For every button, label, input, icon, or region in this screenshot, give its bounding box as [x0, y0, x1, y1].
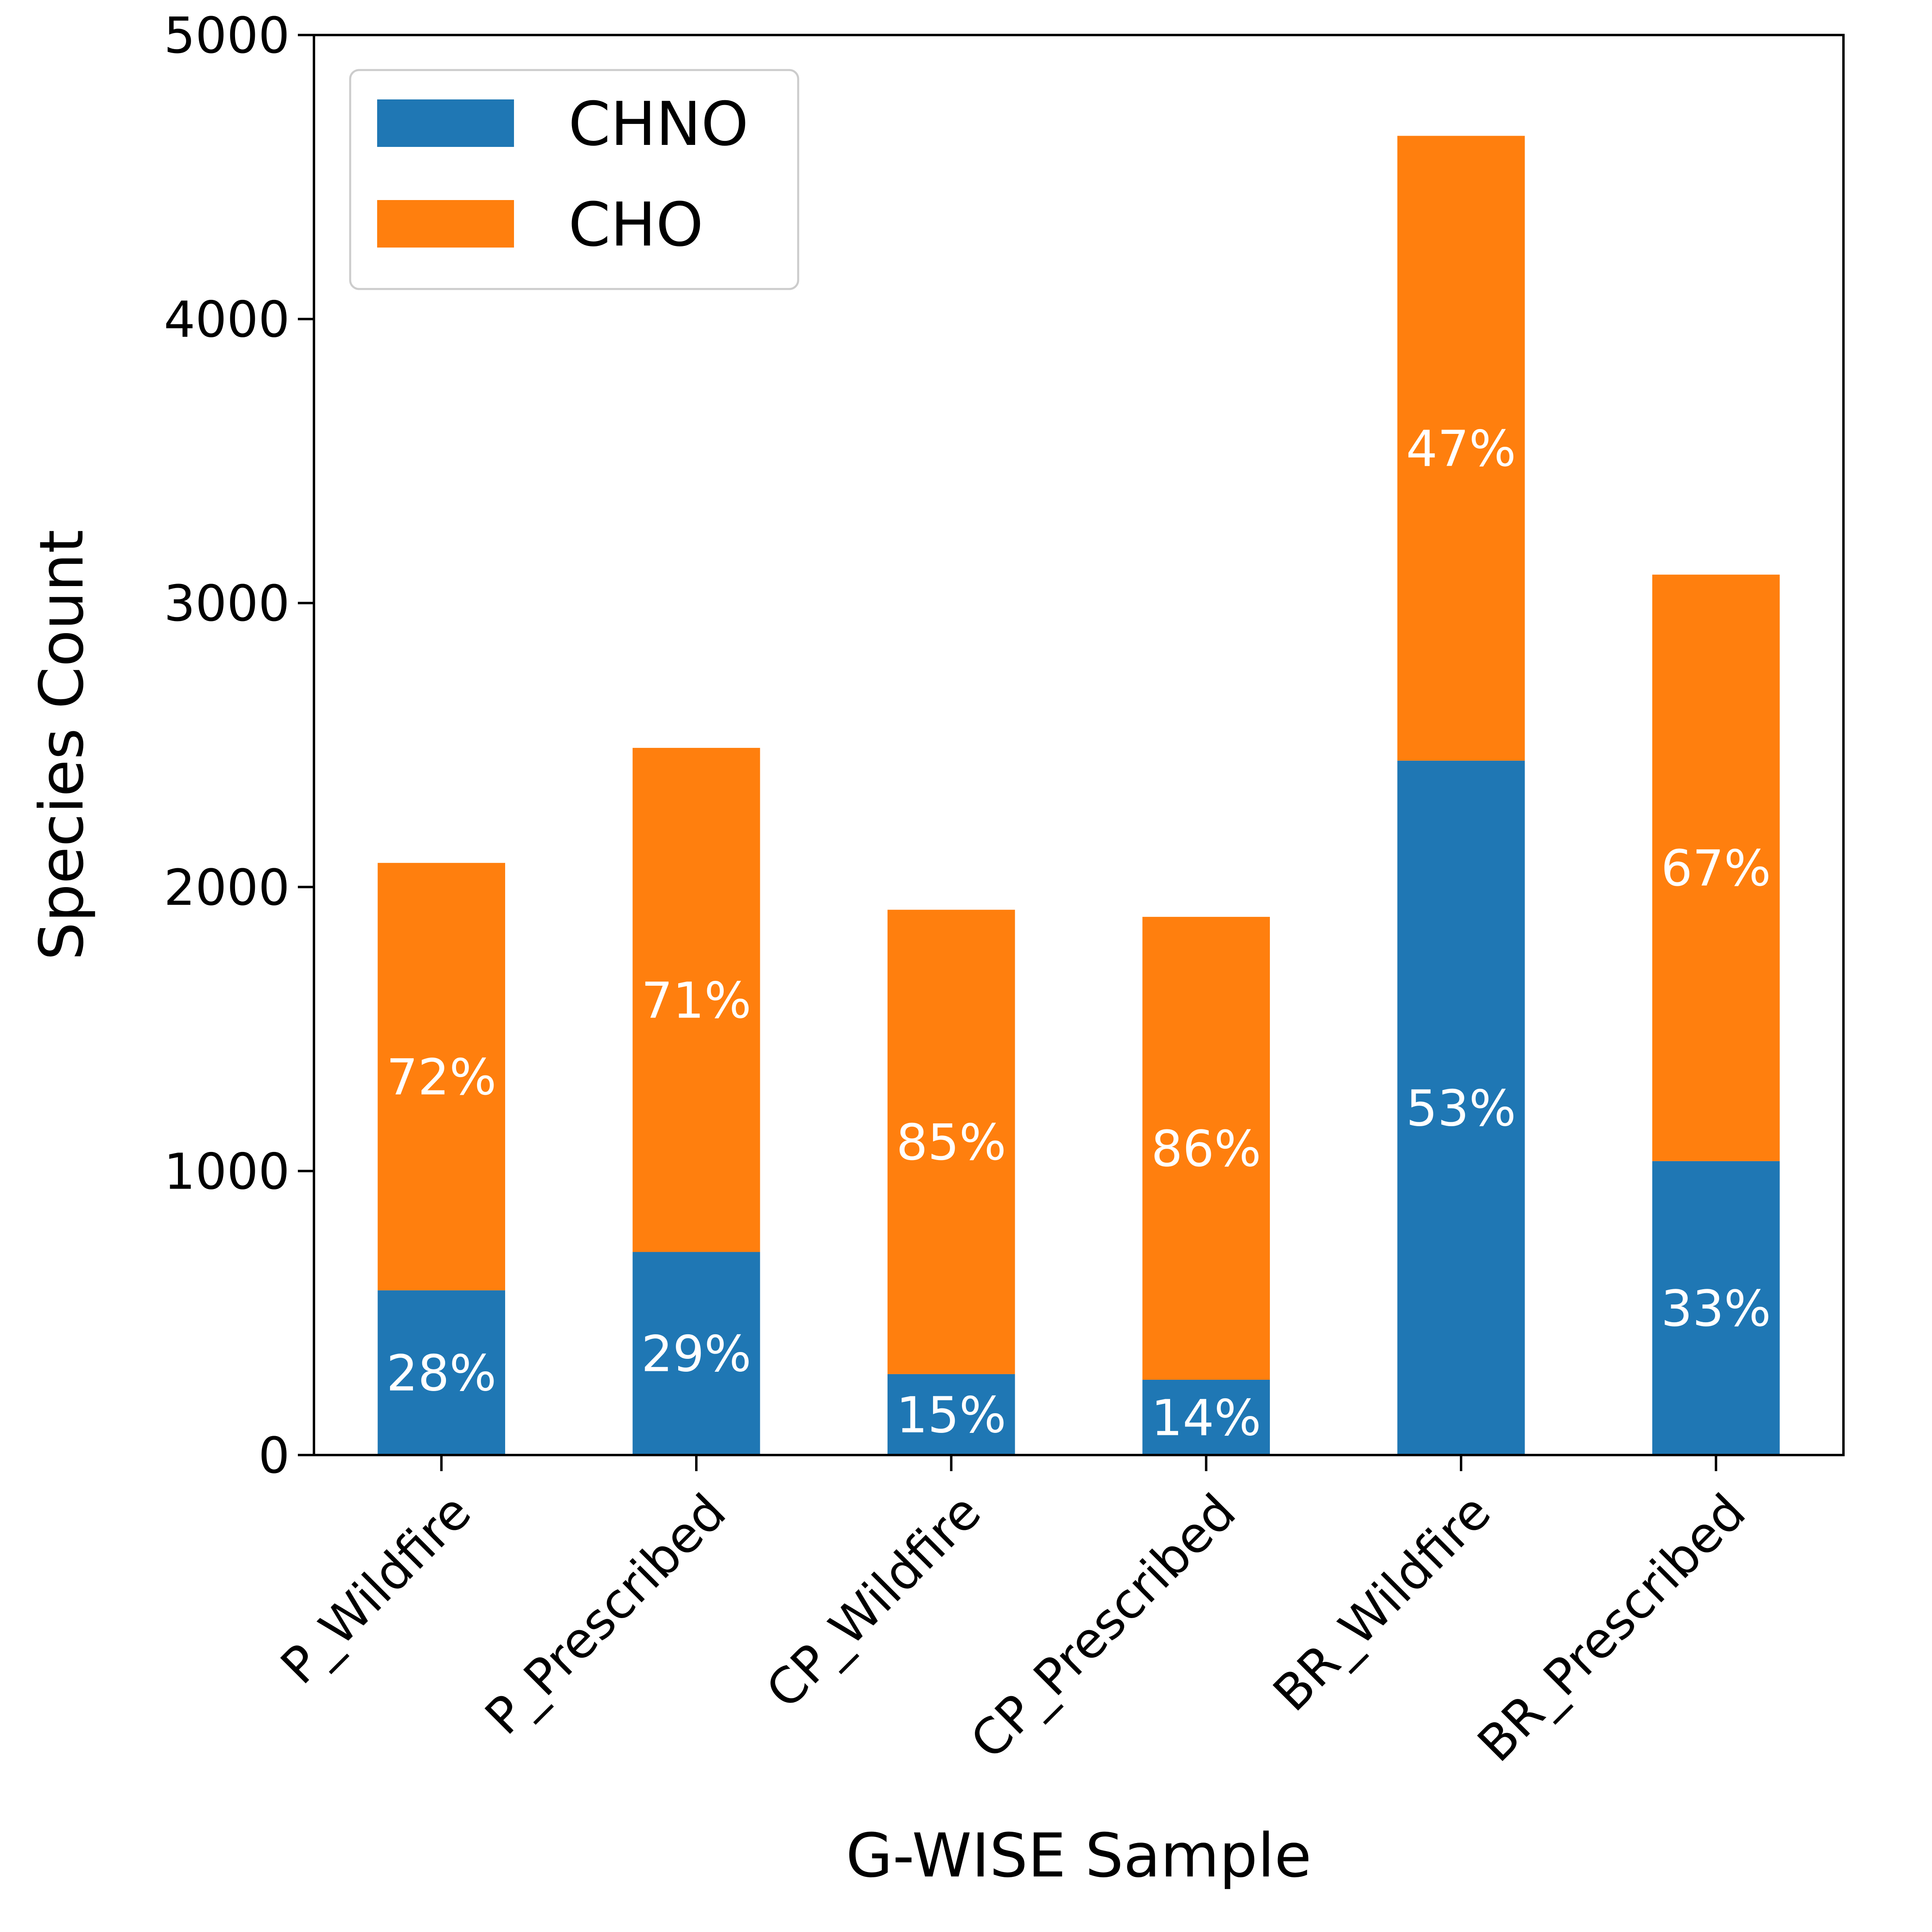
- y-tick-label-2: 2000: [164, 859, 290, 917]
- bar-cho-p-wildfire: [378, 863, 505, 1290]
- x-tick-label-p-wildfire: P_Wildfire: [270, 1483, 482, 1695]
- bar-chno-cp-wildfire: [888, 1374, 1015, 1455]
- y-tick-label-5: 5000: [164, 7, 290, 65]
- x-tick-label-cp-wildfire: CP_Wildfire: [755, 1483, 992, 1720]
- x-axis-label: G-WISE Sample: [846, 1821, 1312, 1891]
- legend-swatch-cho: [377, 200, 514, 248]
- y-axis-label: Species Count: [27, 530, 97, 960]
- legend-label-chno: CHNO: [568, 89, 749, 159]
- data-label-chno-cp-wildfire: 15%: [896, 1387, 1006, 1444]
- bar-chno-p-prescribed: [632, 1252, 760, 1455]
- bar-chno-br-wildfire: [1397, 760, 1525, 1455]
- data-label-cho-cp-prescribed: 86%: [1151, 1121, 1261, 1178]
- bar-cho-cp-prescribed: [1142, 916, 1270, 1380]
- data-label-chno-br-wildfire: 53%: [1406, 1080, 1516, 1137]
- x-tick-label-br-prescribed: BR_Prescribed: [1467, 1483, 1757, 1773]
- y-tick-label-0: 0: [258, 1427, 290, 1485]
- x-tick-label-p-prescribed: P_Prescribed: [475, 1483, 737, 1746]
- bar-cho-br-prescribed: [1652, 574, 1780, 1161]
- bar-chno-br-prescribed: [1652, 1161, 1780, 1455]
- legend: CHNO CHO: [349, 69, 799, 290]
- data-label-cho-p-prescribed: 71%: [641, 972, 751, 1030]
- y-tick-label-4: 4000: [164, 291, 290, 349]
- x-tick-label-br-wildfire: BR_Wildfire: [1263, 1483, 1502, 1722]
- data-label-chno-p-wildfire: 28%: [386, 1345, 496, 1402]
- data-label-chno-cp-prescribed: 14%: [1151, 1390, 1261, 1447]
- legend-swatch-chno: [377, 99, 514, 147]
- data-label-chno-br-prescribed: 33%: [1661, 1280, 1771, 1338]
- legend-label-cho: CHO: [568, 190, 704, 260]
- bar-cho-br-wildfire: [1397, 136, 1525, 761]
- bar-chno-cp-prescribed: [1142, 1380, 1270, 1455]
- y-tick-label-1: 1000: [164, 1143, 290, 1201]
- data-label-cho-cp-wildfire: 85%: [896, 1114, 1006, 1172]
- data-label-chno-p-prescribed: 29%: [641, 1326, 751, 1383]
- data-label-cho-br-wildfire: 47%: [1406, 421, 1516, 478]
- x-tick-label-cp-prescribed: CP_Prescribed: [960, 1483, 1247, 1770]
- bar-cho-cp-wildfire: [888, 910, 1015, 1374]
- bar-cho-p-prescribed: [632, 748, 760, 1252]
- y-tick-label-3: 3000: [164, 575, 290, 633]
- bars: 28% 72% 29% 71% 15% 85% 14% 86% 53% 47% 33% 67%: [378, 136, 1780, 1455]
- y-axis-ticks: 0 1000 2000 3000 4000 5000: [164, 7, 314, 1485]
- data-label-cho-br-prescribed: 67%: [1661, 840, 1771, 898]
- data-label-cho-p-wildfire: 72%: [386, 1049, 496, 1106]
- bar-chno-p-wildfire: [378, 1290, 505, 1455]
- plot-frame: [313, 34, 1845, 1456]
